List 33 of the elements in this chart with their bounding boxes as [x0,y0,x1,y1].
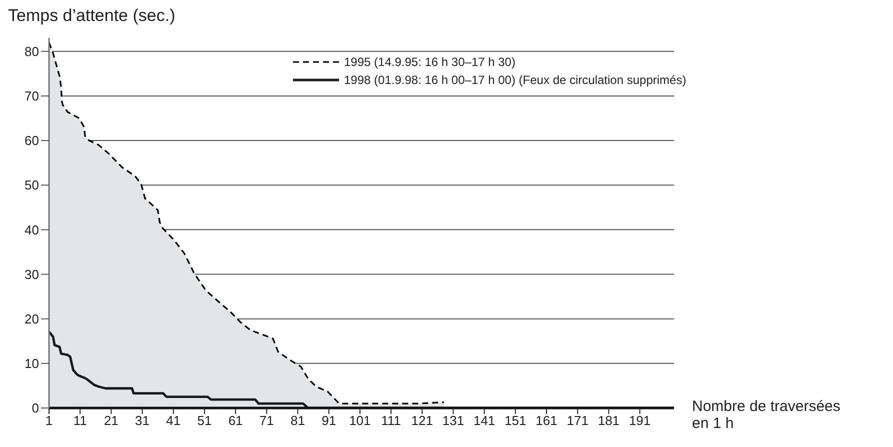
x-tick-label: 91 [322,413,336,428]
y-tick-label: 0 [32,400,39,416]
y-axis-title: Temps d’attente (sec.) [8,6,176,26]
x-tick-label: 51 [197,413,212,428]
legend-label: 1998 (01.9.98: 16 h 00–17 h 00) (Feux de circulation supprimés) [344,72,686,89]
x-tick-label: 61 [228,413,243,428]
x-tick-label: 21 [104,413,118,428]
x-tick-label: 171 [566,413,588,428]
x-tick-label: 71 [259,413,274,428]
y-tick-label: 70 [24,88,39,104]
x-tick-label: 151 [504,413,526,428]
y-tick-label: 80 [24,44,39,59]
x-tick-label: 191 [628,413,651,428]
y-tick-label: 30 [24,266,39,282]
y-tick-label: 10 [24,356,39,372]
y-tick-label: 60 [24,133,39,148]
x-tick-label: 111 [381,413,401,428]
x-tick-label: 161 [536,413,558,428]
y-tick-label: 20 [24,311,39,326]
x-tick-label: 11 [73,413,87,428]
x-axis-title: Nombre de traversées en 1 h [692,398,842,432]
legend-label: 1995 (14.9.95: 16 h 30–17 h 30) [344,54,516,71]
x-tick-label: 131 [442,413,464,428]
y-tick-label: 50 [24,178,39,193]
x-tick-label: 81 [290,413,305,428]
x-tick-label: 181 [598,413,620,428]
x-tick-label: 101 [349,413,371,428]
x-tick-label: 31 [135,413,150,428]
x-tick-label: 121 [411,413,433,428]
x-tick-label: 141 [473,413,496,428]
x-tick-label: 1 [45,413,53,428]
x-tick-label: 41 [166,413,181,428]
y-tick-label: 40 [24,222,39,238]
